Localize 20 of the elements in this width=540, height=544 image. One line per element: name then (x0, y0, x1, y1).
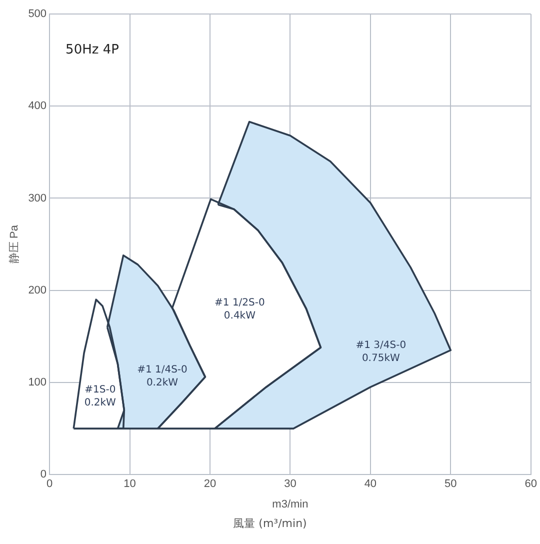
series-label: #1 3/4S-0 0.75kW (356, 340, 406, 364)
text: 50Hz 4P (66, 42, 120, 58)
y-tick-label: 0 (40, 468, 47, 481)
x-tick-label: 60 (524, 478, 538, 490)
x-tick-label: 50 (444, 478, 457, 490)
series-label: #1 1/4S-0 0.2kW (137, 364, 188, 389)
x-tick-label: 30 (284, 478, 296, 490)
y-tick-label: 500 (28, 8, 47, 20)
y-tick-label: 100 (28, 376, 47, 389)
series-label: #1 1/2S-0 0.4kW (214, 297, 265, 322)
x-tick-label: 20 (204, 478, 216, 490)
text: 風量 (m³/min) (232, 516, 308, 531)
y-tick-label: 400 (28, 100, 47, 112)
x-axis-title: m3/min (272, 498, 308, 510)
series-label: #1S-0 0.2kW (84, 384, 116, 408)
x-tick-label: 40 (364, 478, 377, 490)
y-tick-label: 300 (28, 192, 47, 204)
y-tick-label: 200 (28, 284, 47, 296)
y-axis-title: 静圧 Pa (8, 224, 21, 264)
x-tick-label: 10 (124, 478, 136, 490)
